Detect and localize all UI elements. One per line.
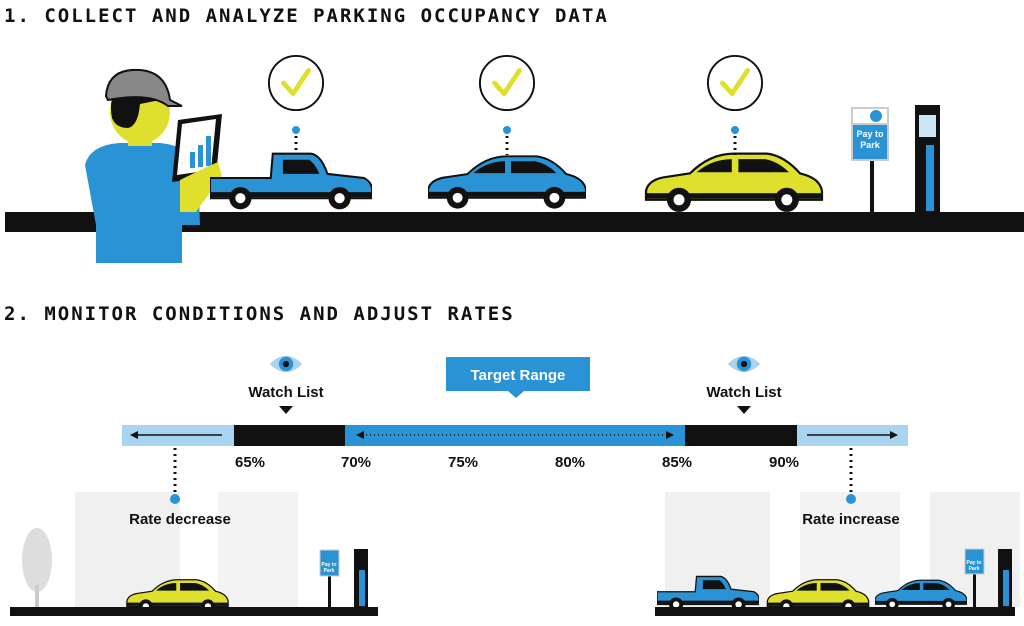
section-title: 2. MONITOR CONDITIONS AND ADJUST RATES [4, 303, 515, 325]
scale-label: 65% [235, 454, 265, 471]
dot [846, 494, 856, 504]
section-title: 1. COLLECT AND ANALYZE PARKING OCCUPANCY… [4, 5, 609, 27]
meter-screen [919, 115, 936, 137]
shirt [85, 143, 200, 225]
blue-truck [210, 152, 372, 211]
sign-text: Pay to [856, 129, 884, 139]
tablet-bar [198, 145, 203, 167]
road [5, 212, 1024, 232]
arrowhead [890, 431, 898, 439]
sign-text: Pay to [321, 562, 336, 568]
dot [170, 494, 180, 504]
person-legs [96, 225, 182, 263]
meter-panel [1003, 570, 1009, 606]
pay-sign [964, 548, 985, 575]
blue-car [428, 155, 586, 210]
road [655, 607, 1015, 616]
scale-label: 70% [341, 454, 371, 471]
scale-label: 75% [448, 454, 478, 471]
tree [22, 528, 52, 592]
sign-text: Park [860, 140, 881, 150]
scale-label: 80% [555, 454, 585, 471]
building [218, 492, 298, 607]
scale-label: 85% [662, 454, 692, 471]
p-icon [870, 110, 882, 122]
sign-text: Park [969, 566, 980, 572]
eye [727, 355, 761, 373]
watch-list: Watch List [248, 384, 323, 401]
meter-panel [926, 145, 934, 211]
scale-label: 90% [769, 454, 799, 471]
sign-text: Pay to [966, 560, 981, 566]
check [708, 56, 762, 110]
pointer [737, 406, 751, 414]
arm [180, 162, 222, 212]
sign-pole [870, 150, 874, 212]
dotted-lines [294, 136, 737, 155]
sign-text: Park [324, 568, 335, 574]
dot [503, 126, 511, 134]
check [269, 56, 323, 110]
pay-sign [319, 549, 340, 577]
range-watch [685, 425, 797, 446]
sign-pole [973, 568, 976, 607]
arrowhead [356, 431, 364, 439]
tablet-bar [190, 152, 195, 168]
yellow-car [644, 152, 824, 213]
arrowhead [130, 431, 138, 439]
arrowhead [666, 431, 674, 439]
dot [731, 126, 739, 134]
target-box [446, 357, 590, 391]
tablet-bar [206, 136, 211, 166]
tree-trunk [35, 585, 39, 607]
meter-panel [359, 570, 365, 606]
eye [269, 355, 303, 373]
watch-list: Watch List [706, 384, 781, 401]
person [85, 68, 222, 263]
check [480, 56, 534, 110]
pointer [279, 406, 293, 414]
road [10, 607, 378, 616]
sign-pole [328, 570, 331, 607]
rate-label: Rate decrease [129, 511, 231, 528]
cap [104, 68, 183, 107]
rate-label: Rate increase [802, 511, 900, 528]
dot [292, 126, 300, 134]
target-range: Target Range [471, 367, 566, 384]
range-watch [234, 425, 345, 446]
target-pointer [508, 391, 524, 398]
